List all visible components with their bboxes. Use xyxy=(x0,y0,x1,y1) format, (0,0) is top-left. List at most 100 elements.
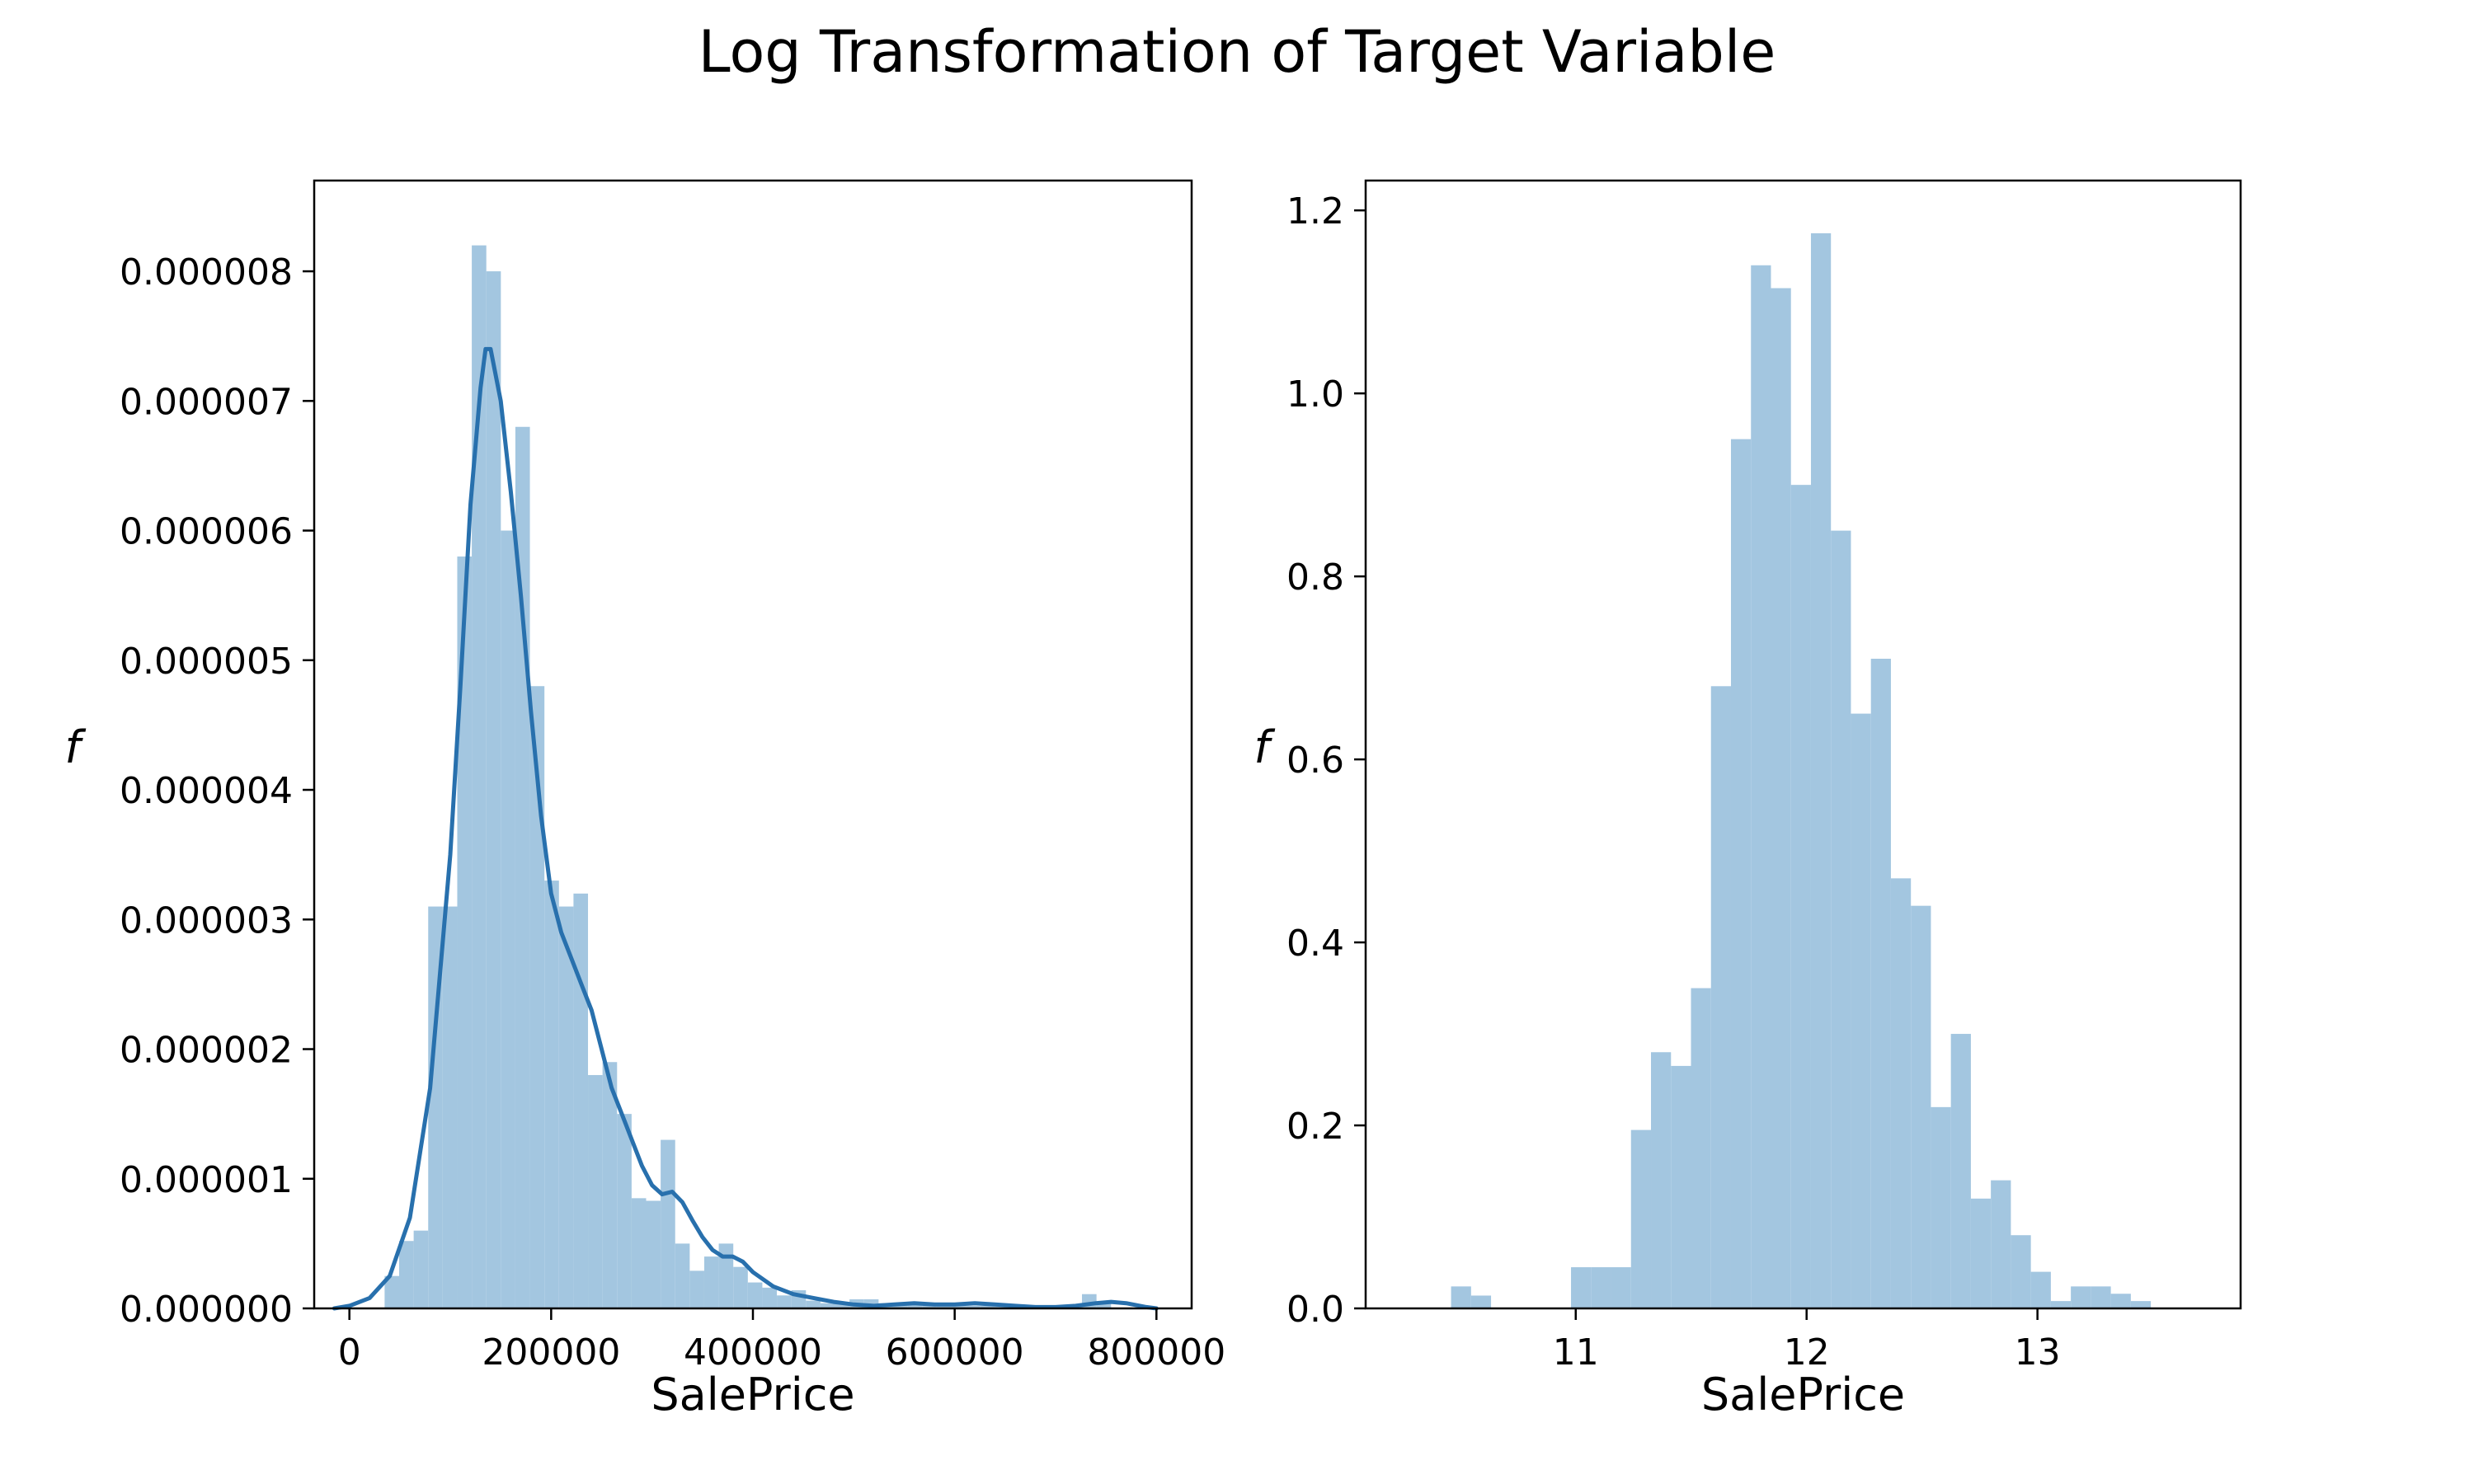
left-x-axis-label: SalePrice xyxy=(651,1369,854,1421)
right-histogram-bar xyxy=(1911,905,1931,1308)
right-histogram-bar xyxy=(1751,265,1771,1309)
figure-title: Log Transformation of Target Variable xyxy=(698,18,1776,86)
right-histogram-bar xyxy=(1771,288,1791,1308)
right-histogram-bar xyxy=(1611,1267,1631,1308)
right-histogram-panel: 11 12 13 0.0 0.2 0.4 0.6 0.8 1.0 1.2 SalePrice f xyxy=(1253,179,2242,1421)
left-histogram-bar xyxy=(733,1266,748,1308)
left-x-tick-label: 800000 xyxy=(1087,1331,1225,1374)
left-y-tick-label: 0.000007 xyxy=(120,381,293,423)
left-y-tick-label: 0.000000 xyxy=(120,1289,293,1331)
right-x-axis-label: SalePrice xyxy=(1701,1369,1905,1421)
left-x-tick-label: 0 xyxy=(338,1331,361,1374)
right-histogram-bar xyxy=(1710,686,1731,1308)
left-y-tick-label: 0.000008 xyxy=(120,251,293,294)
right-histogram-bar xyxy=(1991,1180,2011,1308)
right-histogram-bar xyxy=(1671,1065,1691,1308)
right-histogram-bar xyxy=(2130,1301,2152,1308)
left-y-axis-label: f xyxy=(64,721,86,773)
left-histogram-bar xyxy=(399,1241,414,1308)
left-histogram-bar xyxy=(529,686,545,1308)
right-y-tick-label: 0.2 xyxy=(1286,1106,1344,1148)
left-histogram-bar xyxy=(777,1295,792,1308)
left-histogram-bar xyxy=(966,1305,981,1308)
left-histogram-bar xyxy=(675,1243,690,1308)
left-histogram-bar xyxy=(747,1282,763,1308)
right-histogram-bar xyxy=(1810,232,1832,1309)
right-histogram-bar xyxy=(2071,1286,2091,1308)
left-histogram-bar xyxy=(907,1303,923,1308)
right-y-tick-label: 1.2 xyxy=(1286,190,1344,232)
left-histogram-bar xyxy=(472,245,487,1308)
right-histogram-bar xyxy=(2050,1301,2072,1308)
left-y-tick-label: 0.000003 xyxy=(120,899,293,942)
left-histogram-bar xyxy=(820,1303,835,1308)
right-histogram-bar xyxy=(1970,1198,1992,1308)
right-x-tick-label: 11 xyxy=(1553,1331,1599,1374)
right-histogram-bar xyxy=(1851,713,1871,1308)
left-x-tick-label: 600000 xyxy=(886,1331,1024,1374)
right-histogram-bar xyxy=(1571,1267,1592,1308)
right-x-tick-label: 12 xyxy=(1784,1331,1830,1374)
left-histogram-bar xyxy=(762,1287,778,1308)
right-axes-frame xyxy=(1364,179,2242,1310)
left-histogram-bar xyxy=(951,1304,967,1308)
left-y-tick-label: 0.000005 xyxy=(120,641,293,683)
left-histogram-bar xyxy=(703,1256,719,1308)
left-histogram-bar xyxy=(835,1303,850,1308)
left-histogram-bar xyxy=(602,1062,618,1308)
right-histogram-bar xyxy=(1651,1052,1672,1308)
left-histogram-bar xyxy=(588,1074,603,1308)
left-histogram-bar xyxy=(646,1200,661,1308)
right-y-tick-label: 0.6 xyxy=(1286,740,1344,782)
right-histogram-bar xyxy=(1931,1106,1951,1308)
right-histogram-bar xyxy=(1630,1129,1652,1308)
right-histogram-bar xyxy=(1730,439,1752,1309)
right-histogram-bar xyxy=(2030,1271,2051,1308)
left-y-tick-label: 0.000002 xyxy=(120,1030,293,1072)
right-histogram-bar xyxy=(2091,1286,2111,1308)
right-y-tick-label: 0.8 xyxy=(1286,556,1344,599)
left-histogram-bar xyxy=(442,906,458,1308)
left-histogram-bar xyxy=(486,271,501,1308)
left-kde-line xyxy=(332,346,1159,1311)
left-histogram-bar xyxy=(806,1300,821,1308)
right-y-axis-label: f xyxy=(1253,721,1275,773)
right-histogram-bar xyxy=(1950,1034,1971,1308)
left-histogram-bar xyxy=(995,1305,1009,1308)
left-histogram-bar xyxy=(544,881,559,1308)
right-histogram-bar xyxy=(2110,1294,2131,1308)
right-x-tick-label: 13 xyxy=(2015,1331,2061,1374)
left-histogram-panel: 0 200000 400000 600000 800000 0.000000 0.00000… xyxy=(64,179,1225,1421)
left-histogram-bar xyxy=(689,1270,704,1308)
left-histogram-bar xyxy=(922,1304,937,1308)
left-histogram-bar xyxy=(413,1230,429,1308)
left-histogram-bar xyxy=(980,1305,995,1308)
left-histogram-bar xyxy=(631,1198,647,1308)
right-y-tick-label: 1.0 xyxy=(1286,373,1344,416)
right-y-tick-label: 0.4 xyxy=(1286,923,1344,965)
right-histogram-bar xyxy=(1870,659,1891,1308)
left-histogram-bar xyxy=(457,556,473,1308)
left-histogram-bar xyxy=(718,1243,734,1308)
right-histogram-bar xyxy=(1451,1286,1471,1308)
left-histogram-bar xyxy=(501,530,515,1308)
left-histogram-bar xyxy=(558,906,574,1308)
right-histogram-bar xyxy=(1890,878,1912,1308)
right-histogram-bar xyxy=(2011,1235,2031,1308)
left-histogram-bar xyxy=(661,1139,675,1308)
left-histogram-bar xyxy=(1096,1303,1112,1308)
right-histogram-bar xyxy=(1831,530,1851,1308)
right-histogram-bar xyxy=(1691,988,1711,1308)
right-histogram-bar xyxy=(1591,1267,1611,1308)
left-x-tick-label: 200000 xyxy=(482,1331,620,1374)
left-x-tick-label: 400000 xyxy=(684,1331,822,1374)
right-histogram-bar xyxy=(1470,1295,1492,1308)
left-histogram-bar xyxy=(617,1114,632,1308)
right-y-tick-label: 0.0 xyxy=(1286,1289,1344,1331)
left-y-tick-label: 0.000006 xyxy=(120,511,293,553)
left-y-tick-label: 0.000001 xyxy=(120,1159,293,1201)
left-y-tick-label: 0.000004 xyxy=(120,770,293,812)
left-histogram-bar xyxy=(573,893,589,1308)
right-histogram-bar xyxy=(1790,485,1811,1308)
